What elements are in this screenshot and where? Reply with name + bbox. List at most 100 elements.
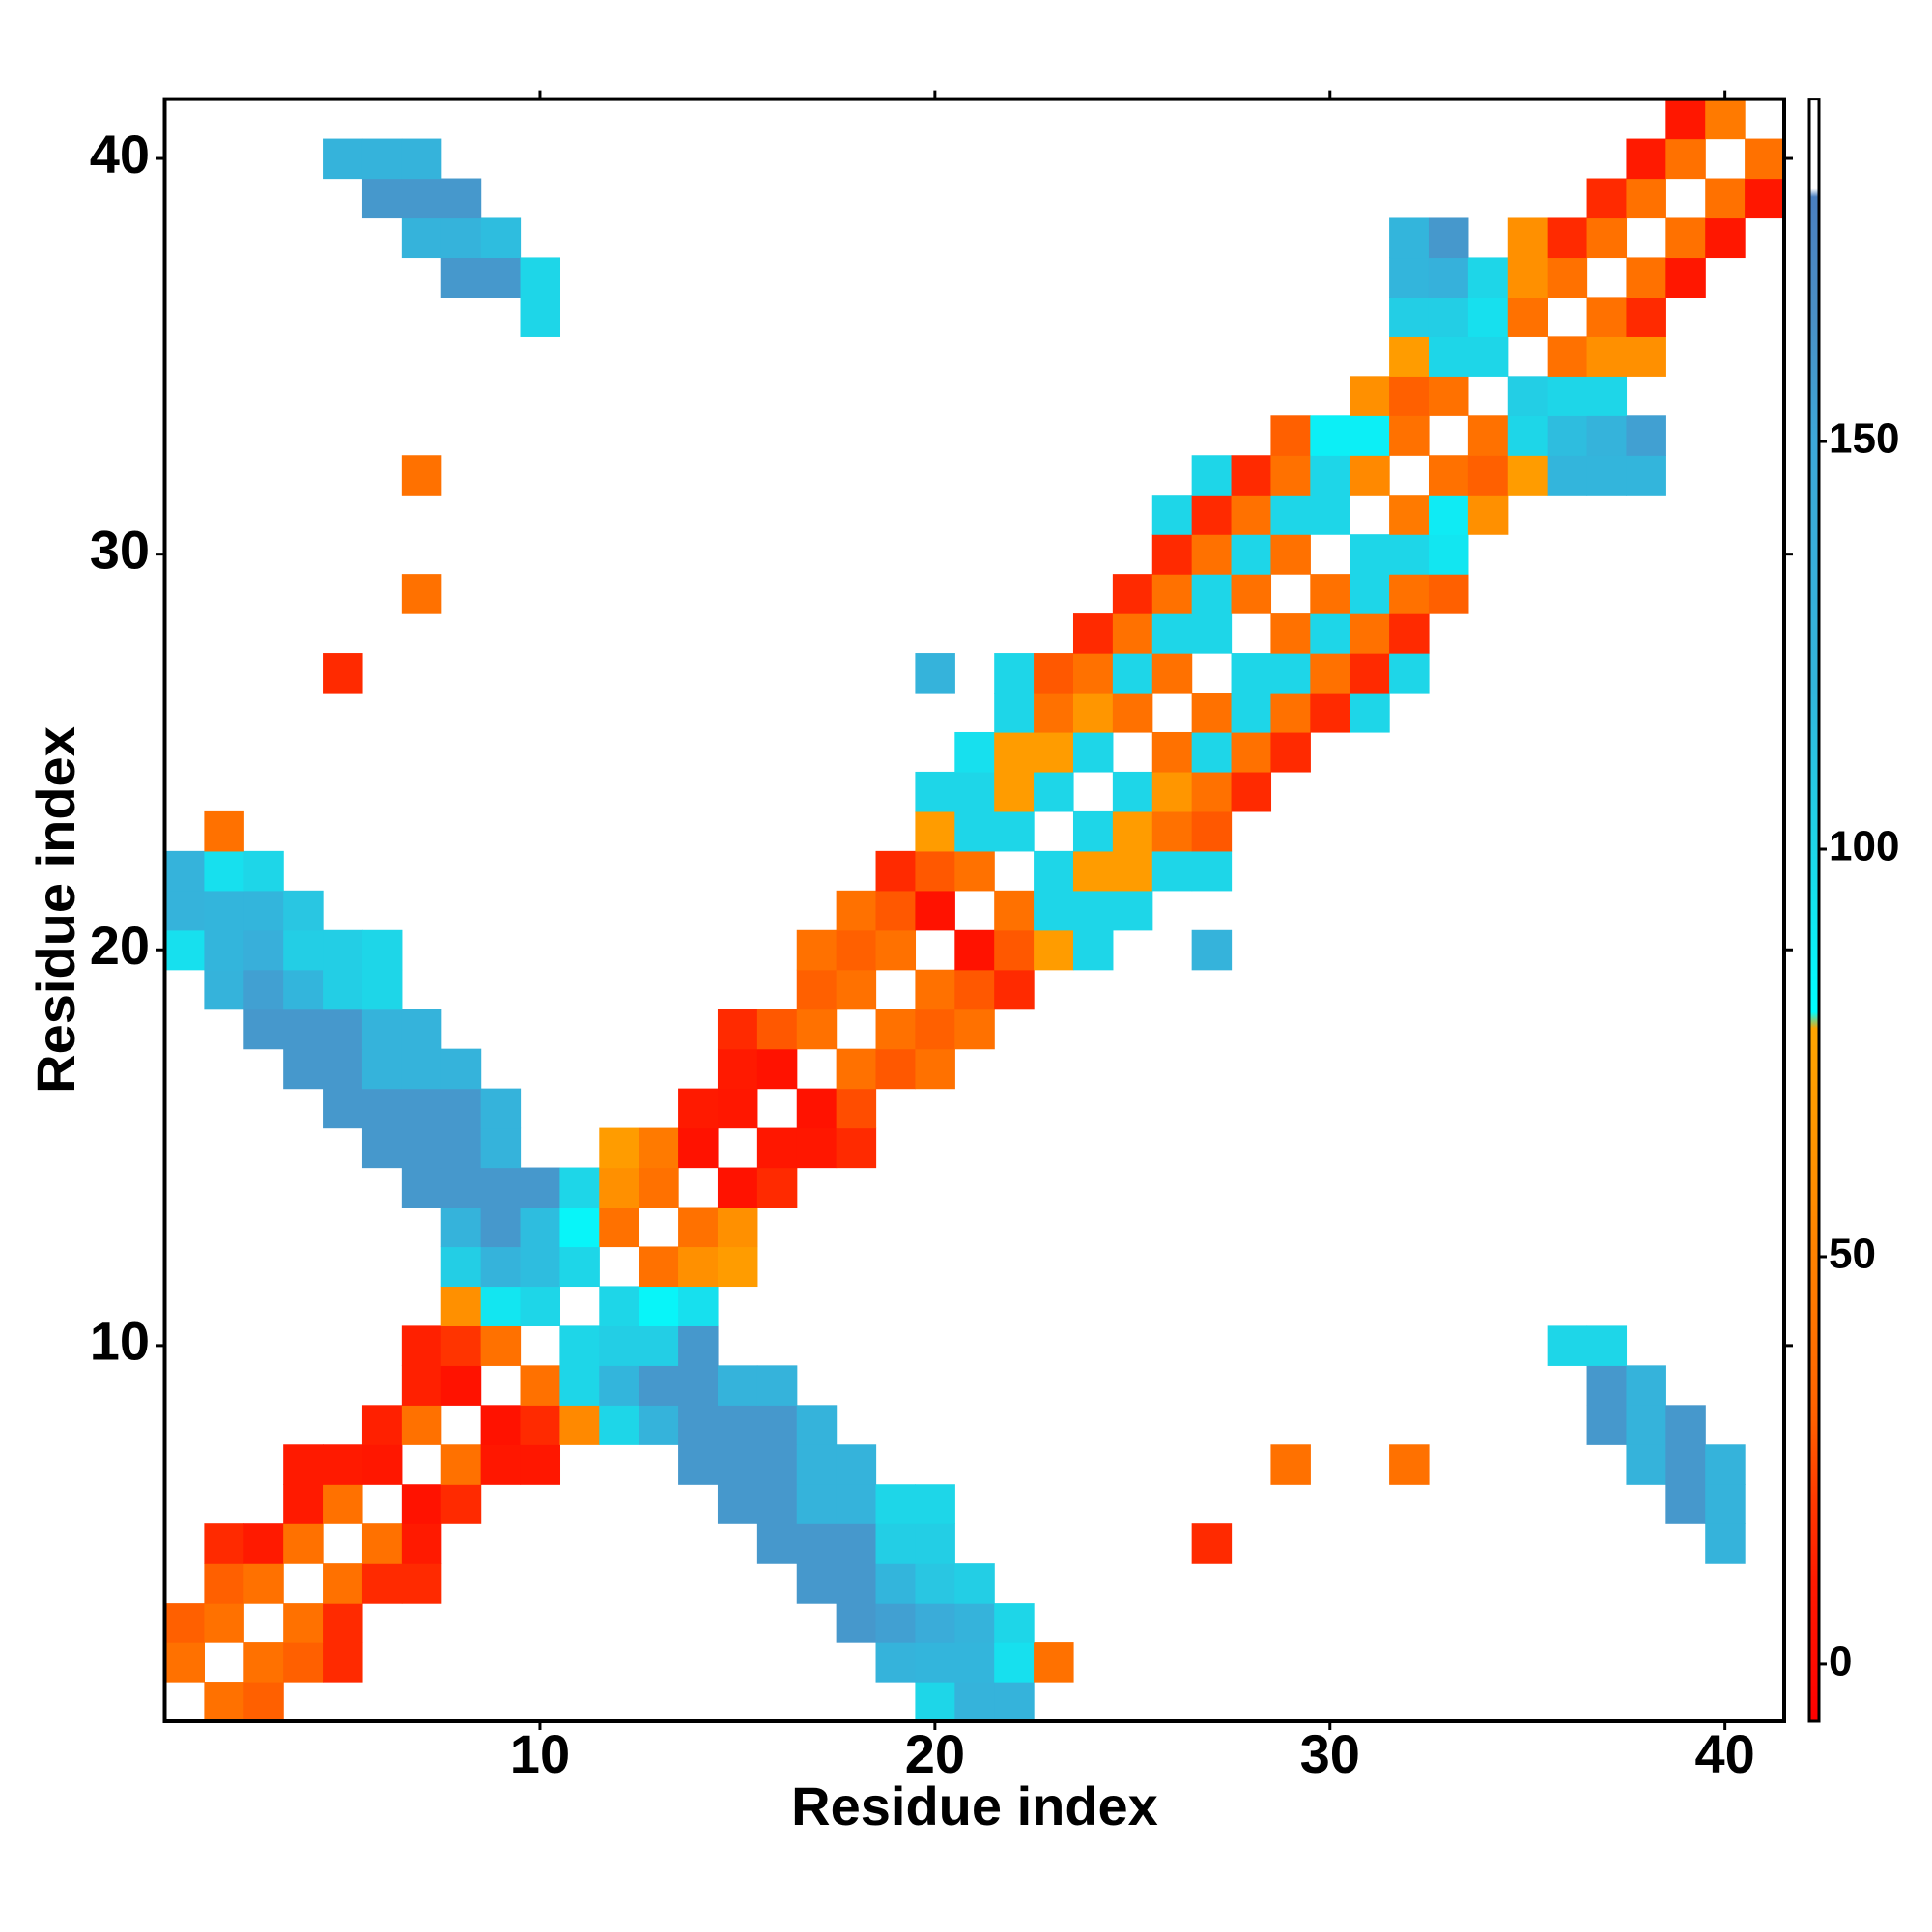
- heatmap-cell: [1745, 138, 1785, 180]
- heatmap-cell: [954, 1682, 995, 1722]
- heatmap-cell: [440, 178, 482, 219]
- heatmap-cell: [440, 1246, 482, 1288]
- heatmap-cell: [1112, 613, 1153, 654]
- heatmap-cell: [915, 890, 955, 931]
- heatmap-cell: [480, 1167, 522, 1208]
- heatmap-cell: [1350, 415, 1390, 456]
- heatmap-cell: [836, 1127, 877, 1169]
- heatmap-cell: [1270, 534, 1311, 575]
- heatmap-cell: [1389, 217, 1430, 259]
- heatmap-cell: [1467, 297, 1509, 337]
- heatmap-cell: [994, 693, 1035, 733]
- heatmap-cell: [361, 969, 403, 1010]
- heatmap-cell: [204, 1523, 244, 1564]
- heatmap-cell: [520, 1167, 561, 1208]
- heatmap-cell: [1034, 771, 1074, 812]
- heatmap-cell: [1586, 297, 1628, 337]
- heatmap-cell: [401, 455, 442, 496]
- heatmap-cell: [1547, 217, 1588, 259]
- heatmap-cell: [1350, 574, 1390, 614]
- heatmap-cell: [1112, 574, 1153, 614]
- y-axis-title: Residue index: [25, 726, 86, 1094]
- heatmap-cell: [440, 1207, 482, 1248]
- heatmap-cell: [1112, 693, 1153, 733]
- heatmap-cell: [1072, 929, 1114, 971]
- heatmap-cell: [1389, 297, 1430, 337]
- heatmap-cell: [915, 969, 955, 1010]
- heatmap-cell: [1547, 1325, 1588, 1366]
- heatmap-cell: [1507, 217, 1548, 259]
- heatmap-cell: [1112, 850, 1153, 892]
- heatmap-cell: [717, 1048, 758, 1090]
- heatmap-cell: [836, 929, 877, 971]
- heatmap-cell: [1586, 217, 1628, 259]
- heatmap-cell: [559, 1246, 600, 1288]
- heatmap-cell: [1231, 771, 1272, 812]
- heatmap-cell: [915, 1484, 955, 1524]
- heatmap-cell: [915, 1563, 955, 1604]
- heatmap-cell: [1151, 613, 1193, 654]
- heatmap-cell: [1665, 1405, 1706, 1445]
- heatmap-cell: [1626, 138, 1666, 180]
- y-tick-label: 20: [90, 915, 150, 976]
- heatmap-cell: [1586, 415, 1628, 456]
- heatmap-cell: [1389, 613, 1430, 654]
- heatmap-cell: [994, 810, 1035, 852]
- heatmap-cell: [361, 1009, 403, 1050]
- heatmap-cell: [1231, 495, 1272, 535]
- heatmap-cell: [994, 890, 1035, 931]
- heatmap-cell: [1586, 455, 1628, 496]
- heatmap-cell: [994, 771, 1035, 812]
- heatmap-cell: [1389, 653, 1430, 694]
- heatmap-cell: [875, 1642, 917, 1683]
- heatmap-cell: [243, 890, 284, 931]
- heatmap-cell: [1151, 731, 1193, 773]
- heatmap-cell: [164, 1603, 205, 1643]
- heatmap-cell: [401, 1048, 442, 1090]
- x-tick-label: 40: [1695, 1723, 1755, 1784]
- heatmap-cell: [361, 1523, 403, 1564]
- heatmap-cell: [283, 1603, 324, 1643]
- heatmap-cell: [836, 890, 877, 931]
- heatmap-cell: [283, 929, 324, 971]
- heatmap-cell: [1705, 217, 1746, 259]
- heatmap-cell: [243, 969, 284, 1010]
- heatmap-cell: [599, 1325, 639, 1366]
- heatmap-cell: [1389, 415, 1430, 456]
- heatmap-cell: [204, 1603, 244, 1643]
- heatmap-cell: [1586, 1325, 1628, 1366]
- heatmap-cell: [480, 1127, 522, 1169]
- heatmap-cell: [915, 771, 955, 812]
- heatmap-cell: [323, 1563, 363, 1604]
- heatmap-cell: [954, 1563, 995, 1604]
- heatmap-cell: [836, 1603, 877, 1643]
- heatmap-cell: [1191, 929, 1233, 971]
- heatmap-cell: [1467, 336, 1509, 377]
- heatmap-cell: [1705, 1444, 1746, 1485]
- heatmap-cell: [1270, 613, 1311, 654]
- heatmap-cell: [401, 1127, 442, 1169]
- heatmap-cell: [1310, 653, 1350, 694]
- heatmap-cell: [1191, 771, 1233, 812]
- heatmap-cell: [1586, 1405, 1628, 1445]
- heatmap-cell: [361, 1405, 403, 1445]
- heatmap-cell: [1389, 534, 1430, 575]
- heatmap-cell: [204, 810, 244, 852]
- heatmap-cell: [796, 1127, 838, 1169]
- heatmap-cell: [836, 1444, 877, 1485]
- heatmap-cell: [639, 1405, 679, 1445]
- heatmap-cell: [361, 1127, 403, 1169]
- heatmap-cell: [639, 1325, 679, 1366]
- heatmap-cell: [1310, 574, 1350, 614]
- heatmap-cell: [323, 1088, 363, 1129]
- heatmap-cell: [678, 1088, 719, 1129]
- heatmap-cell: [1270, 415, 1311, 456]
- heatmap-cell: [756, 1365, 798, 1406]
- heatmap-cell: [1112, 810, 1153, 852]
- heatmap-cell: [1112, 771, 1153, 812]
- heatmap-cell: [283, 1642, 324, 1683]
- heatmap-cell: [1072, 731, 1114, 773]
- heatmap-cell: [204, 890, 244, 931]
- heatmap-cell: [1231, 693, 1272, 733]
